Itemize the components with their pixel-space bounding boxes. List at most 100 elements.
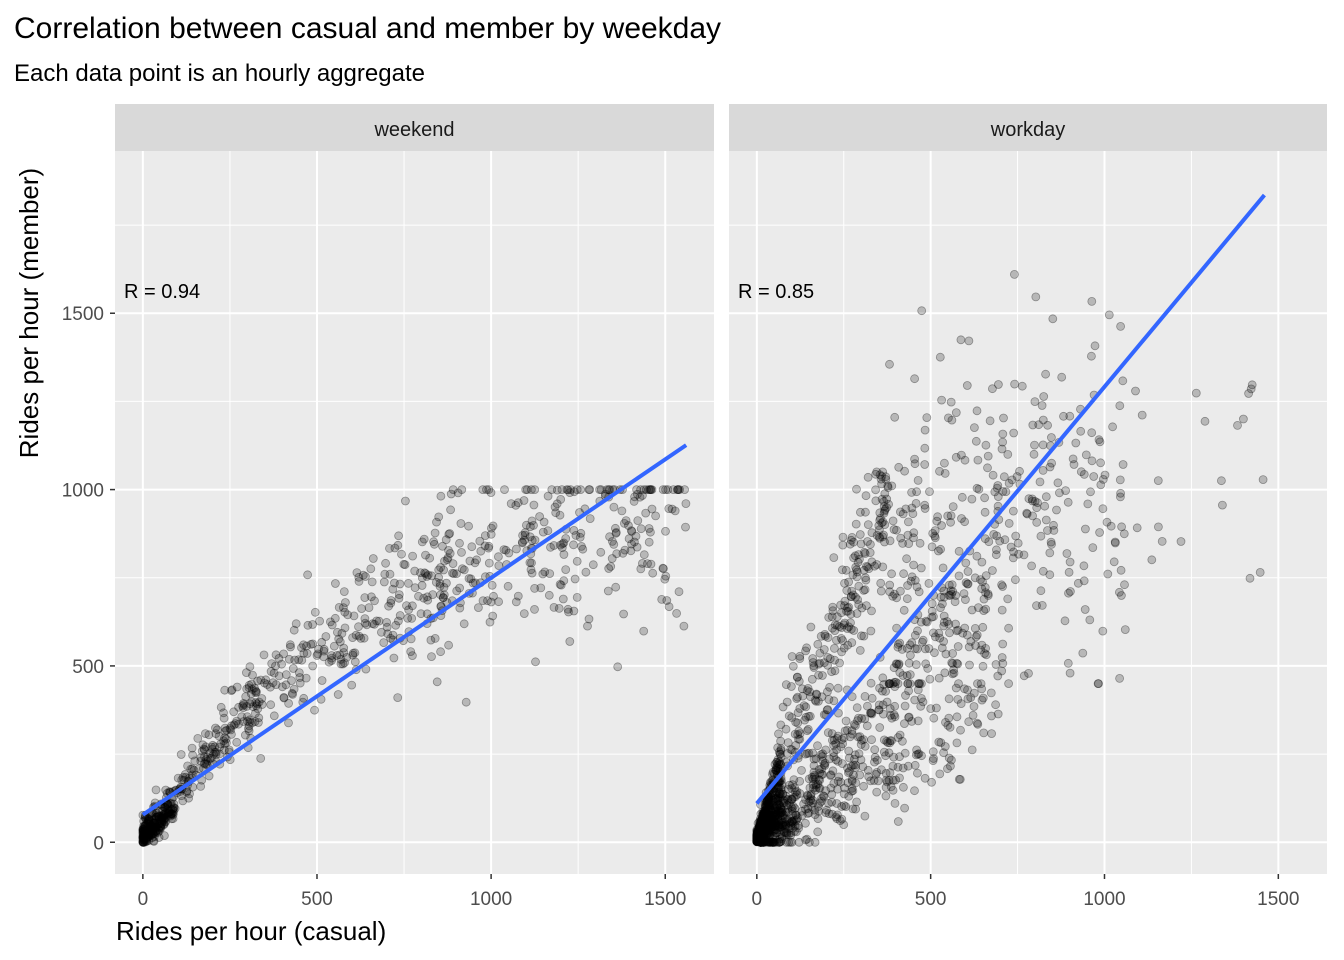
data-point bbox=[771, 765, 781, 775]
grid-weekend bbox=[115, 151, 714, 874]
data-point bbox=[902, 643, 912, 653]
data-point bbox=[210, 742, 220, 752]
data-point bbox=[1014, 549, 1023, 559]
data-point bbox=[1115, 674, 1124, 683]
data-point bbox=[978, 693, 988, 703]
data-point bbox=[761, 796, 770, 806]
data-point bbox=[752, 836, 762, 846]
data-point bbox=[795, 776, 805, 786]
data-point bbox=[360, 618, 370, 628]
data-point bbox=[670, 506, 680, 516]
data-point bbox=[882, 494, 892, 504]
data-point bbox=[754, 835, 763, 845]
data-point bbox=[815, 783, 825, 793]
data-point bbox=[839, 620, 849, 630]
data-point bbox=[764, 811, 774, 820]
data-point bbox=[929, 713, 939, 723]
data-point bbox=[284, 699, 294, 708]
data-point bbox=[806, 622, 816, 632]
data-point bbox=[756, 829, 766, 839]
data-point bbox=[756, 831, 765, 841]
data-point bbox=[947, 580, 957, 590]
data-point bbox=[752, 833, 762, 843]
data-point bbox=[480, 541, 490, 551]
data-point bbox=[781, 724, 791, 734]
data-point bbox=[788, 823, 798, 833]
data-point bbox=[773, 800, 783, 809]
data-point bbox=[801, 795, 810, 805]
data-point bbox=[441, 535, 451, 545]
data-point bbox=[776, 720, 786, 730]
data-point bbox=[243, 724, 253, 733]
data-point bbox=[756, 836, 766, 846]
data-point bbox=[860, 585, 870, 595]
data-point bbox=[421, 550, 430, 560]
data-point bbox=[840, 596, 850, 606]
data-point bbox=[808, 774, 818, 784]
data-point bbox=[772, 803, 782, 813]
data-point bbox=[980, 649, 989, 658]
data-point bbox=[772, 801, 782, 811]
data-point bbox=[808, 780, 818, 789]
data-point bbox=[764, 837, 774, 847]
data-point bbox=[759, 819, 769, 828]
data-point bbox=[920, 425, 930, 435]
data-point bbox=[778, 811, 787, 821]
data-point bbox=[302, 641, 311, 651]
data-point bbox=[851, 778, 861, 788]
data-point bbox=[776, 837, 786, 846]
data-point bbox=[783, 814, 793, 824]
data-point bbox=[755, 824, 764, 834]
data-point bbox=[395, 579, 405, 589]
data-point bbox=[234, 702, 244, 712]
data-point bbox=[805, 687, 815, 697]
data-point bbox=[754, 832, 763, 841]
data-point bbox=[765, 816, 775, 825]
data-point bbox=[138, 837, 148, 847]
data-point bbox=[251, 686, 261, 696]
data-point bbox=[779, 798, 789, 808]
data-point bbox=[758, 829, 768, 839]
data-point bbox=[360, 593, 370, 602]
data-point bbox=[754, 831, 764, 840]
data-point bbox=[979, 594, 989, 604]
data-point bbox=[759, 809, 769, 819]
data-point bbox=[866, 708, 875, 718]
data-point bbox=[530, 584, 539, 593]
data-point bbox=[486, 529, 496, 539]
data-point bbox=[646, 485, 655, 495]
data-point bbox=[939, 586, 949, 596]
data-point bbox=[754, 828, 764, 838]
data-point bbox=[761, 806, 771, 816]
data-point bbox=[935, 352, 945, 362]
data-point bbox=[881, 775, 891, 785]
data-point bbox=[756, 827, 765, 836]
data-point bbox=[847, 783, 857, 793]
data-point bbox=[885, 768, 895, 778]
data-point bbox=[817, 794, 826, 803]
data-point bbox=[757, 837, 766, 847]
data-point bbox=[754, 829, 764, 839]
data-point bbox=[639, 485, 649, 495]
data-point bbox=[829, 735, 839, 745]
data-point bbox=[148, 821, 158, 830]
data-point bbox=[757, 825, 767, 835]
data-point bbox=[960, 684, 969, 694]
data-point bbox=[846, 624, 856, 634]
data-point bbox=[349, 611, 359, 621]
data-point bbox=[1004, 623, 1013, 633]
data-point bbox=[844, 746, 854, 756]
data-point bbox=[895, 668, 905, 677]
data-point bbox=[402, 601, 411, 610]
data-point bbox=[834, 772, 844, 782]
data-point bbox=[609, 502, 619, 512]
data-point bbox=[893, 642, 903, 652]
data-point bbox=[140, 836, 150, 846]
data-point bbox=[784, 784, 793, 794]
data-point bbox=[1094, 679, 1103, 688]
data-point bbox=[846, 592, 856, 601]
data-point bbox=[752, 837, 762, 846]
data-point bbox=[913, 716, 923, 726]
data-point bbox=[871, 496, 881, 506]
data-point bbox=[767, 806, 777, 815]
